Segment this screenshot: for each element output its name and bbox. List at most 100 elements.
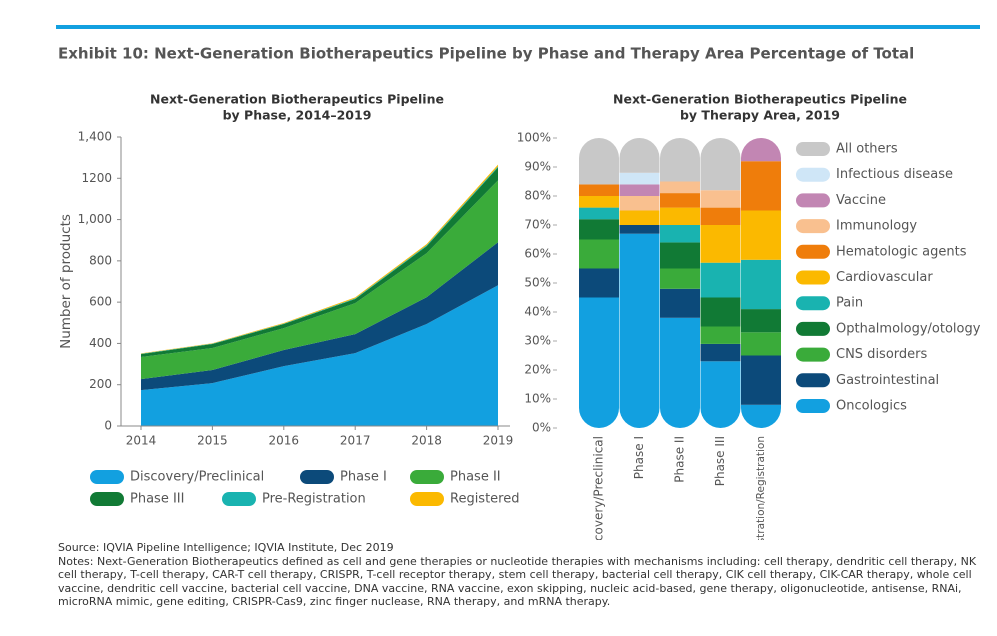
- bar-segment: [741, 355, 781, 405]
- x-tick-label: Pre-Registration/Registration: [755, 436, 767, 540]
- footer: Source: IQVIA Pipeline Intelligence; IQV…: [58, 541, 978, 609]
- bar-segment: [619, 138, 660, 173]
- bar-segment: [579, 196, 619, 208]
- legend-swatch: [796, 219, 830, 234]
- bar-segment: [660, 193, 700, 208]
- bar-segment: [700, 297, 741, 327]
- legend-swatch: [796, 321, 830, 336]
- area: [141, 285, 498, 426]
- bar-segment: [660, 225, 700, 243]
- y-tick-label: 30%: [524, 334, 551, 348]
- bar-segment: [579, 184, 619, 196]
- bar-group: [660, 138, 700, 428]
- bar-segment: [579, 239, 619, 269]
- bar-segment: [700, 138, 741, 191]
- bar-segment: [741, 259, 781, 310]
- y-tick-label: 70%: [524, 218, 551, 232]
- x-tick-label: 2018: [411, 434, 442, 448]
- legend-label: Opthalmology/otology: [836, 321, 981, 336]
- y-tick-label: 800: [89, 253, 112, 267]
- bar-segment: [700, 326, 741, 344]
- legend-swatch: [796, 244, 830, 259]
- y-tick-label: 0%: [532, 421, 551, 435]
- legend-label: Hematologic agents: [836, 244, 967, 259]
- x-tick-label: 2017: [340, 434, 371, 448]
- bar-segment: [660, 268, 700, 289]
- bar-segment: [700, 262, 741, 298]
- chart: Exhibit 10: Next-Generation Biotherapeut…: [56, 25, 981, 587]
- notes: Notes: Next-Generation Biotherapeutics d…: [58, 554, 977, 609]
- bar-segment: [700, 225, 741, 263]
- y-tick-label: 40%: [524, 305, 551, 319]
- bar-segment: [579, 138, 619, 185]
- bar-segment: [660, 288, 700, 318]
- bar-group: [741, 138, 781, 428]
- bar-segment: [700, 190, 741, 208]
- bar-segment: [579, 219, 619, 240]
- exhibit-title: Exhibit 10: Next-Generation Biotherapeut…: [58, 45, 914, 63]
- x-tick-label: 2015: [197, 434, 228, 448]
- bar-segment: [619, 233, 660, 428]
- x-tick-label: Phase I: [632, 436, 646, 479]
- legend-swatch: [90, 492, 124, 506]
- y-tick-label: 80%: [524, 189, 551, 203]
- bar-segment: [741, 161, 781, 211]
- bar-segment: [660, 317, 700, 428]
- legend-label: Pre-Registration: [262, 492, 366, 507]
- legend-label: All others: [836, 142, 898, 157]
- bar-segment: [619, 172, 660, 185]
- legend-swatch: [410, 470, 444, 484]
- y-tick-label: 600: [89, 295, 112, 309]
- legend-label: Phase I: [340, 470, 387, 485]
- x-tick-label: Phase II: [673, 436, 687, 483]
- legend-swatch: [796, 142, 830, 156]
- y-tick-label: 90%: [524, 160, 551, 174]
- legend-swatch: [796, 373, 830, 388]
- y-axis-label: Number of products: [58, 214, 74, 349]
- legend-label: Immunology: [836, 219, 917, 234]
- bar-segment: [700, 207, 741, 225]
- chart-title: Next-Generation Biotherapeutics Pipeline: [150, 92, 444, 107]
- legend-swatch: [410, 492, 444, 506]
- x-tick-label: Phase III: [713, 436, 727, 486]
- y-tick-label: 200: [89, 377, 112, 391]
- legend-swatch: [796, 167, 830, 182]
- bar-segment: [619, 196, 660, 211]
- bar-segment: [660, 242, 700, 269]
- legend-label: Discovery/Preclinical: [130, 470, 264, 485]
- y-tick-label: 100%: [517, 131, 551, 145]
- legend-swatch: [796, 347, 830, 362]
- bar-group: [619, 138, 660, 428]
- bar-group: [700, 138, 741, 428]
- bar-segment: [619, 184, 660, 196]
- legend-label: Pain: [836, 296, 863, 311]
- y-tick-label: 0: [104, 419, 112, 433]
- y-tick-label: 50%: [524, 276, 551, 290]
- source: Source: IQVIA Pipeline Intelligence; IQV…: [58, 541, 394, 554]
- legend-label: Oncologics: [836, 399, 907, 414]
- x-tick-label: 2014: [126, 434, 157, 448]
- y-tick-label: 1200: [81, 171, 112, 185]
- bar-segment: [700, 343, 741, 362]
- y-tick-label: 400: [89, 336, 112, 350]
- bar-segment: [579, 297, 619, 428]
- legend-label: Registered: [450, 492, 520, 507]
- bar-segment: [660, 207, 700, 225]
- bar-segment: [741, 210, 781, 260]
- bar-segment: [660, 181, 700, 194]
- legend-swatch: [796, 399, 830, 413]
- area: [141, 242, 498, 391]
- legend-swatch: [90, 470, 124, 484]
- legend-swatch: [796, 296, 830, 311]
- legend-label: Phase III: [130, 492, 184, 507]
- bar-segment: [579, 268, 619, 298]
- x-tick-label: 2019: [483, 434, 514, 448]
- bar-segment: [700, 361, 741, 428]
- bar-segment: [619, 210, 660, 225]
- y-tick-label: 60%: [524, 247, 551, 261]
- bar-segment: [741, 309, 781, 333]
- y-tick-label: 10%: [524, 392, 551, 406]
- bar-segment: [579, 207, 619, 220]
- y-tick-label: 1,000: [78, 212, 112, 226]
